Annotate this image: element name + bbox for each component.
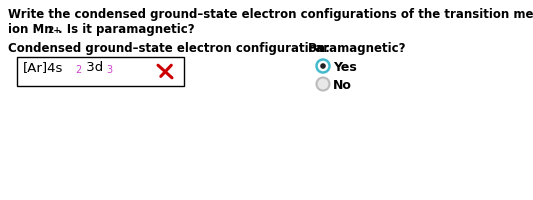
Text: 2+: 2+: [47, 26, 61, 35]
Text: Write the condensed ground–state electron configurations of the transition metal: Write the condensed ground–state electro…: [8, 8, 533, 21]
Text: ion Mn: ion Mn: [8, 23, 53, 36]
Text: . Is it paramagnetic?: . Is it paramagnetic?: [58, 23, 195, 36]
Text: Yes: Yes: [333, 61, 357, 74]
Text: Condensed ground–state electron configuration:: Condensed ground–state electron configur…: [8, 42, 330, 55]
Circle shape: [320, 63, 326, 69]
FancyBboxPatch shape: [17, 57, 184, 86]
Text: 3d: 3d: [82, 61, 103, 74]
Circle shape: [317, 60, 329, 72]
Text: 2: 2: [75, 65, 81, 75]
Text: [Ar]4s: [Ar]4s: [23, 61, 63, 74]
Text: Paramagnetic?: Paramagnetic?: [308, 42, 407, 55]
Text: No: No: [333, 79, 352, 92]
Circle shape: [317, 77, 329, 90]
Text: 3: 3: [106, 65, 112, 75]
